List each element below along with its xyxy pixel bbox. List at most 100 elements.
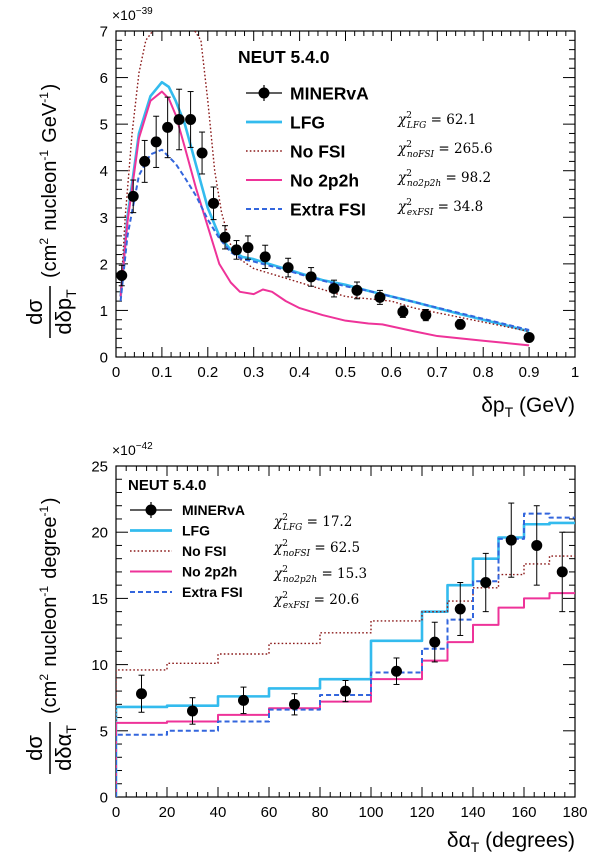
x-axis-label: δpT (GeV): [481, 394, 575, 420]
legend-label: Extra FSI: [182, 584, 243, 600]
data-point: [374, 291, 386, 303]
y-tick-label: 2: [100, 256, 108, 273]
data-point: [242, 242, 254, 254]
plot-frame: [115, 465, 576, 798]
data-point: [230, 244, 242, 256]
y-label-numerator: dσ: [22, 735, 47, 761]
data-point: [282, 262, 294, 274]
legend: NEUT 5.4.0 MINERvA LFG No FSI No 2p2h Extra F…: [238, 47, 369, 219]
legend-label: MINERvA: [182, 502, 245, 518]
data-point: [259, 251, 271, 263]
x-axis-label: δαT (degrees): [447, 829, 575, 855]
data-point: [173, 113, 185, 125]
legend-label: No FSI: [290, 141, 345, 161]
y-tick-label: 6: [100, 70, 108, 87]
data-point: [196, 147, 208, 159]
x-tick-label: 160: [511, 804, 536, 821]
chi2-annotation: χ2 no2p2h = 98.2: [397, 169, 491, 189]
y-tick-label: 4: [100, 163, 108, 180]
legend-swatch-marker: [258, 87, 270, 99]
series-line-extra-fsi: [116, 512, 575, 797]
chi2-annotation: χ2 noFSI = 265.6: [397, 140, 493, 160]
data-point: [523, 331, 535, 343]
data-point: [219, 231, 231, 243]
y-tick-label: 0: [100, 350, 108, 367]
y-tick-label: 10: [91, 657, 108, 674]
data-point: [454, 318, 466, 330]
data-point: [420, 309, 432, 321]
legend-label: LFG: [182, 523, 210, 539]
data-point: [454, 603, 466, 615]
x-tick-label: 20: [159, 804, 176, 821]
y-tick-label: 1: [100, 303, 108, 320]
x-tick-label: 0.1: [151, 364, 172, 381]
legend-label: No FSI: [182, 543, 226, 559]
x-tick-label: 80: [312, 804, 329, 821]
data-point: [391, 665, 402, 677]
y-tick-label: 25: [91, 459, 108, 476]
y-axis-label: dσ dδpT (cm2 nucleon-1 GeV-1 ): [22, 84, 79, 338]
x-tick-label: 140: [460, 804, 485, 821]
legend-label: No 2p2h: [182, 564, 237, 580]
y-tick-label: 3: [100, 210, 108, 227]
data-point: [480, 577, 492, 589]
x-tick-label: 0.2: [197, 364, 218, 381]
x-tick-label: 0.6: [381, 364, 402, 381]
data-point: [397, 306, 409, 318]
data-point: [208, 197, 220, 209]
chi2-annotation: χ2 exFSI = 20.6: [273, 591, 359, 611]
y-label-denominator: dδαT: [51, 725, 79, 771]
data-point: [162, 121, 174, 133]
series-group: [116, 512, 575, 797]
x-tick-label: 40: [210, 804, 227, 821]
data-point: [136, 688, 147, 700]
y-tick-label: 0: [100, 790, 108, 807]
y-tick-label: 5: [100, 723, 108, 740]
chi2-annotation: χ2 LFG = 17.2: [273, 513, 352, 533]
chart-dpt: 0 0.1 0.2 0.3 0.4 0.5 0.6 0.7 0.8 0.9 1 0 1 2 3 4 5 6 7×10…: [22, 6, 579, 420]
legend-label: MINERvA: [290, 83, 369, 103]
data-point: [328, 283, 340, 295]
data-point: [289, 698, 300, 710]
data-point: [185, 113, 197, 125]
legend-label: No 2p2h: [290, 170, 359, 190]
y-tick-label: 15: [91, 591, 108, 608]
series-line-no-fsi: [116, 555, 575, 797]
data-point: [340, 685, 351, 697]
legend-label: LFG: [290, 112, 325, 132]
x-tick-label: 0: [112, 364, 120, 381]
y-tick-label: 5: [100, 117, 108, 134]
chi2-annotation: χ2 LFG = 62.1: [397, 111, 476, 131]
x-tick-label: 0.8: [473, 364, 494, 381]
x-tick-label: 0.9: [519, 364, 540, 381]
chi2-annotation: χ2 noFSI = 62.5: [273, 539, 360, 559]
exponent-label: ×10−39: [112, 6, 153, 23]
data-point: [556, 566, 568, 578]
legend-label: Extra FSI: [290, 199, 366, 219]
x-tick-label: 120: [409, 804, 434, 821]
x-tick-label: 0: [112, 804, 120, 821]
y-label-units: (cm2 nucleon-1 GeV-1 ): [37, 84, 61, 278]
x-tick-label: 0.3: [243, 364, 264, 381]
y-tick-label: 20: [91, 525, 108, 542]
chart-dat: 0 20 40 60 80 100 120 140 160 180 0 5 10 15 20 25×10−42…: [22, 441, 588, 855]
plot-frame: [115, 30, 576, 358]
chi2-annotation: χ2 exFSI = 34.8: [397, 198, 483, 218]
data-point: [139, 155, 151, 167]
exponent-label: ×10−42: [112, 441, 153, 458]
data-point: [150, 136, 162, 148]
x-tick-label: 100: [358, 804, 383, 821]
data-point: [116, 270, 128, 281]
series-line-no-2p2h: [119, 90, 530, 347]
data-point: [531, 539, 543, 551]
data-point: [429, 636, 441, 648]
y-label-units: (cm2 nucleon-1 degree-1 ): [37, 497, 61, 714]
legend-title: NEUT 5.4.0: [128, 477, 206, 494]
y-label-denominator: dδpT: [51, 289, 79, 335]
data-point: [127, 190, 139, 202]
x-tick-label: 0.5: [335, 364, 356, 381]
data-point: [505, 534, 517, 546]
x-tick-label: 0.7: [427, 364, 448, 381]
y-axis-label: dσ dδαT (cm2 nucleon-1 degree-1 ): [22, 497, 79, 774]
x-tick-label: 60: [261, 804, 278, 821]
